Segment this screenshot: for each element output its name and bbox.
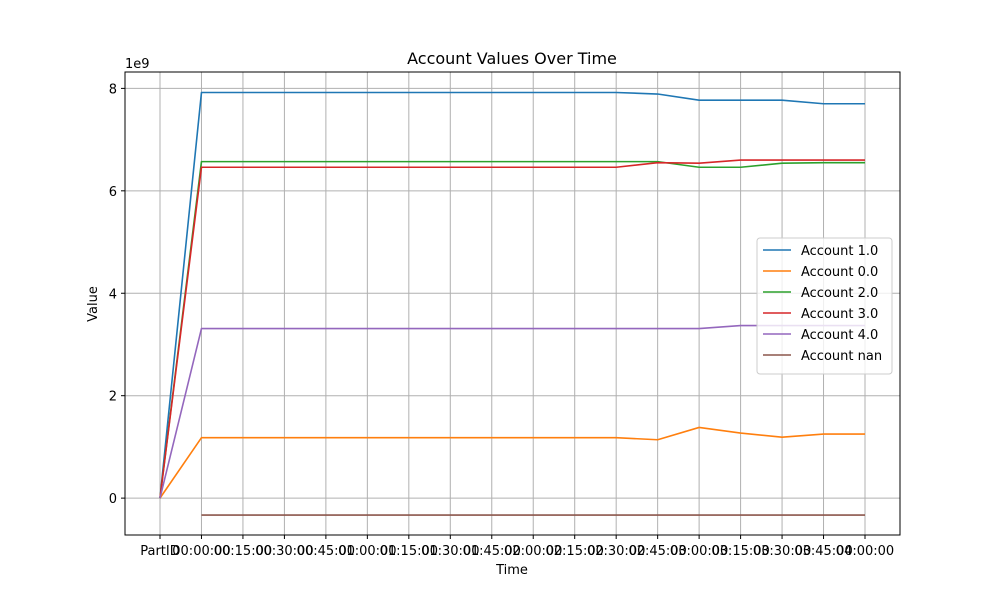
legend-entry: Account nan bbox=[801, 349, 882, 364]
legend-entry: Account 3.0 bbox=[801, 307, 878, 322]
series-line-5 bbox=[159, 324, 865, 499]
x-tick-label: 03:00:00 bbox=[670, 544, 728, 559]
x-tick-label: PartID bbox=[140, 544, 180, 559]
x-tick-label: 03:45:00 bbox=[794, 544, 852, 559]
x-tick-label: 02:15:00 bbox=[546, 544, 604, 559]
x-tick-label: 01:00:00 bbox=[338, 544, 396, 559]
x-tick-label: 01:15:00 bbox=[380, 544, 438, 559]
grid bbox=[125, 72, 900, 535]
x-tick-label: 01:45:00 bbox=[463, 544, 521, 559]
x-tick-label: 00:30:00 bbox=[255, 544, 313, 559]
x-axis: PartID00:00:0000:15:0000:30:0000:45:0001… bbox=[140, 535, 894, 559]
legend-entry: Account 0.0 bbox=[801, 265, 878, 280]
x-tick-label: 04:00:00 bbox=[836, 544, 894, 559]
legend-entry: Account 4.0 bbox=[801, 328, 878, 343]
y-tick-label: 2 bbox=[109, 390, 117, 405]
y-tick-label: 8 bbox=[109, 82, 117, 97]
x-tick-label: 02:00:00 bbox=[504, 544, 562, 559]
legend: Account 1.0 Account 0.0 Account 2.0 Account… bbox=[756, 237, 893, 375]
series-line-2 bbox=[159, 426, 865, 499]
y-axis-label: Value bbox=[86, 286, 101, 322]
plot-frame bbox=[124, 71, 901, 536]
series-line-3 bbox=[159, 160, 865, 499]
x-axis-label: Time bbox=[495, 563, 528, 578]
y-tick-label: 0 bbox=[109, 492, 117, 507]
x-tick-label: 03:15:00 bbox=[711, 544, 769, 559]
legend-entry: Account 1.0 bbox=[801, 244, 878, 259]
x-tick-label: 01:30:00 bbox=[421, 544, 479, 559]
x-tick-label: 00:45:00 bbox=[297, 544, 355, 559]
y-tick-label: 6 bbox=[109, 185, 117, 200]
x-tick-label: 02:30:00 bbox=[587, 544, 645, 559]
legend-box bbox=[756, 237, 893, 375]
series-lines bbox=[159, 91, 865, 516]
legend-entry: Account 2.0 bbox=[801, 286, 878, 301]
x-tick-label: 02:45:00 bbox=[628, 544, 686, 559]
chart-title: Account Values Over Time bbox=[407, 49, 617, 68]
x-tick-label: 00:15:00 bbox=[214, 544, 272, 559]
series-line-4 bbox=[159, 159, 865, 499]
y-tick-label: 4 bbox=[109, 287, 117, 302]
y-axis: 0 2 4 6 8 bbox=[109, 82, 125, 507]
series-line-1 bbox=[159, 91, 865, 499]
x-tick-label: 00:00:00 bbox=[172, 544, 230, 559]
y-axis-scale-label: 1e9 bbox=[125, 57, 150, 72]
x-tick-label: 03:30:00 bbox=[753, 544, 811, 559]
